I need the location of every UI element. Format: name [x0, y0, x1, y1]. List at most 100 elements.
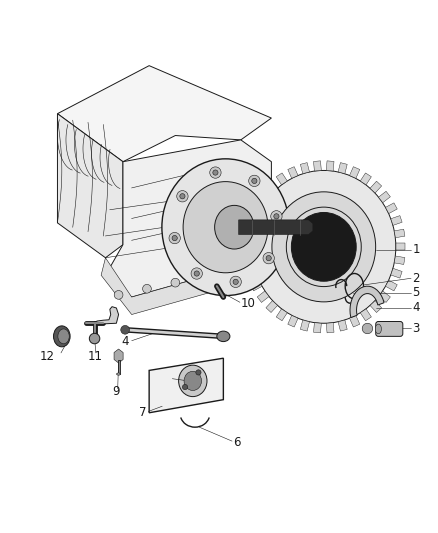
Ellipse shape	[272, 192, 376, 302]
Text: 12: 12	[40, 350, 55, 362]
Ellipse shape	[53, 326, 70, 347]
Polygon shape	[101, 258, 272, 314]
Polygon shape	[391, 268, 402, 278]
Circle shape	[210, 167, 221, 178]
Polygon shape	[266, 301, 278, 312]
Ellipse shape	[58, 329, 69, 344]
Polygon shape	[97, 306, 119, 324]
Polygon shape	[391, 216, 402, 225]
Text: 3: 3	[413, 322, 420, 335]
Polygon shape	[394, 256, 405, 264]
Circle shape	[171, 278, 180, 287]
Ellipse shape	[183, 182, 268, 273]
Text: 4: 4	[413, 302, 420, 314]
Circle shape	[263, 253, 274, 264]
Circle shape	[252, 178, 257, 183]
Circle shape	[274, 214, 279, 219]
Circle shape	[233, 279, 238, 285]
Polygon shape	[350, 167, 360, 178]
Text: 4: 4	[121, 335, 129, 348]
Circle shape	[230, 276, 241, 287]
Circle shape	[114, 290, 123, 299]
Circle shape	[213, 170, 218, 175]
Polygon shape	[370, 301, 381, 312]
Circle shape	[180, 193, 185, 199]
Polygon shape	[149, 358, 223, 413]
Circle shape	[191, 268, 202, 279]
Polygon shape	[245, 216, 257, 225]
Text: 10: 10	[241, 297, 256, 310]
Polygon shape	[245, 268, 257, 278]
Polygon shape	[338, 163, 347, 174]
Polygon shape	[106, 140, 272, 297]
Circle shape	[199, 272, 208, 281]
Ellipse shape	[215, 205, 254, 249]
Polygon shape	[243, 229, 253, 238]
Text: 5: 5	[413, 286, 420, 299]
Circle shape	[228, 266, 237, 275]
Polygon shape	[385, 280, 397, 291]
Circle shape	[177, 191, 188, 202]
Circle shape	[169, 232, 180, 244]
Circle shape	[266, 255, 271, 261]
Text: 11: 11	[88, 350, 103, 362]
Polygon shape	[370, 181, 381, 193]
Ellipse shape	[184, 372, 201, 391]
Circle shape	[89, 333, 100, 344]
Text: 8: 8	[157, 372, 164, 385]
Polygon shape	[378, 191, 390, 203]
Polygon shape	[276, 173, 287, 185]
Polygon shape	[326, 322, 334, 333]
Ellipse shape	[252, 171, 396, 323]
Polygon shape	[114, 349, 123, 363]
Circle shape	[182, 384, 187, 390]
Polygon shape	[300, 163, 310, 174]
Text: 1: 1	[413, 244, 420, 256]
Ellipse shape	[291, 213, 356, 281]
Polygon shape	[251, 280, 262, 291]
Polygon shape	[57, 66, 272, 161]
Polygon shape	[394, 229, 405, 238]
Polygon shape	[360, 173, 371, 185]
Polygon shape	[266, 181, 278, 193]
Polygon shape	[360, 309, 371, 321]
Polygon shape	[257, 191, 269, 203]
Ellipse shape	[375, 324, 381, 334]
Polygon shape	[288, 316, 298, 327]
Polygon shape	[300, 320, 310, 331]
Circle shape	[194, 271, 199, 276]
Polygon shape	[314, 322, 321, 333]
Polygon shape	[243, 256, 253, 264]
Text: 6: 6	[233, 436, 240, 449]
Polygon shape	[276, 309, 287, 321]
Text: 2: 2	[413, 272, 420, 285]
Polygon shape	[396, 244, 406, 251]
Polygon shape	[350, 286, 384, 318]
Polygon shape	[314, 161, 321, 171]
Polygon shape	[288, 167, 298, 178]
Circle shape	[172, 236, 177, 241]
Polygon shape	[257, 291, 269, 302]
Circle shape	[196, 370, 201, 375]
Polygon shape	[326, 161, 334, 171]
Circle shape	[249, 175, 260, 187]
Ellipse shape	[179, 365, 207, 397]
Circle shape	[143, 285, 151, 293]
Polygon shape	[242, 244, 252, 251]
Polygon shape	[57, 114, 123, 258]
Polygon shape	[338, 320, 347, 331]
Wedge shape	[117, 373, 121, 375]
Circle shape	[362, 323, 373, 334]
Ellipse shape	[162, 159, 289, 296]
Ellipse shape	[217, 331, 230, 342]
FancyBboxPatch shape	[376, 321, 403, 336]
Polygon shape	[239, 220, 313, 235]
Text: 9: 9	[112, 385, 120, 398]
Polygon shape	[350, 316, 360, 327]
Circle shape	[121, 326, 130, 334]
Polygon shape	[385, 203, 397, 214]
Polygon shape	[378, 291, 390, 302]
Text: 7: 7	[139, 406, 147, 419]
Circle shape	[271, 211, 282, 222]
Polygon shape	[251, 203, 262, 214]
